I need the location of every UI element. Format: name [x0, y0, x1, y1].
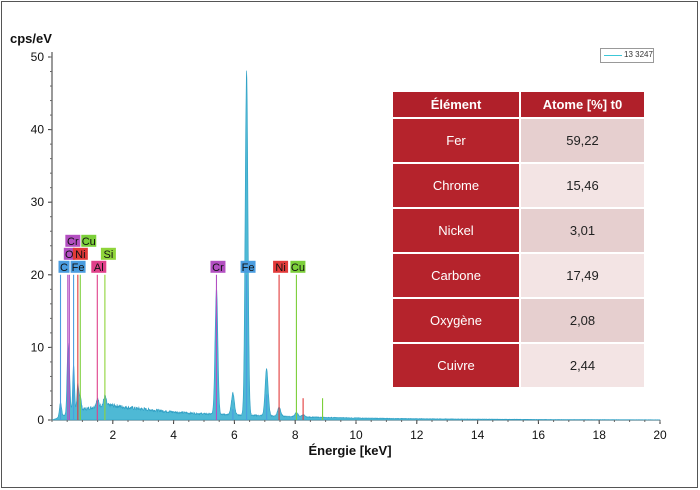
element-label-c: C: [58, 260, 70, 274]
row-value: 2,08: [521, 299, 644, 342]
x-tick-label: 14: [471, 428, 485, 442]
element-label-cu: Cu: [81, 234, 97, 248]
y-tick-label: 40: [31, 123, 45, 137]
row-value: 3,01: [521, 209, 644, 252]
row-element: Fer: [393, 119, 519, 162]
x-tick-label: 6: [231, 428, 238, 442]
element-label-si: Si: [100, 247, 116, 261]
row-element: Cuivre: [393, 344, 519, 387]
x-tick-label: 4: [170, 428, 177, 442]
legend-swatch: [604, 55, 622, 56]
y-tick-label: 50: [31, 50, 45, 64]
row-element: Carbone: [393, 254, 519, 297]
element-label-bg: [273, 260, 289, 273]
element-label-fe: Fe: [240, 260, 256, 274]
row-value: 2,44: [521, 344, 644, 387]
row-element: Nickel: [393, 209, 519, 252]
x-tick-label: 16: [532, 428, 546, 442]
element-label-bg: [65, 234, 81, 247]
element-label-text: Fe: [72, 262, 85, 274]
table-row: Oxygène 2,08: [393, 299, 644, 342]
element-label-text: Cr: [67, 236, 79, 248]
spectrum-area: [51, 70, 661, 421]
element-label-bg: [240, 260, 256, 273]
row-element: Chrome: [393, 164, 519, 207]
x-tick-label: 12: [410, 428, 424, 442]
legend-label: 13 3247: [624, 50, 653, 59]
element-label-bg: [72, 247, 88, 260]
element-label-text: Si: [104, 249, 114, 261]
element-label-bg: [290, 260, 306, 273]
table-row: Carbone 17,49: [393, 254, 644, 297]
element-label-bg: [210, 260, 226, 273]
element-label-al: Al: [91, 260, 107, 274]
row-value: 15,46: [521, 164, 644, 207]
element-label-text: Ni: [75, 249, 85, 261]
spectrum-series: [51, 70, 661, 421]
element-label-bg: [91, 260, 107, 273]
table-header-row: Élément Atome [%] t0: [393, 92, 644, 117]
y-tick-label: 20: [31, 268, 45, 282]
x-tick-label: 2: [109, 428, 116, 442]
element-label-text: O: [65, 249, 74, 261]
row-value: 59,22: [521, 119, 644, 162]
element-label-ni: Ni: [273, 260, 289, 274]
x-tick-label: 18: [593, 428, 607, 442]
x-axis-label: Énergie [keV]: [308, 443, 392, 458]
y-tick-label: 10: [31, 340, 45, 354]
axis-ticks: 0 10 20 30 40 50 2 4 6 8 10 12 14 16 18 20: [31, 50, 667, 442]
legend: 13 3247: [600, 48, 654, 63]
row-value: 17,49: [521, 254, 644, 297]
element-label-cr: Cr: [210, 260, 226, 274]
element-label-text: Al: [94, 262, 104, 274]
header-atom-percent: Atome [%] t0: [521, 92, 644, 117]
composition-table: Élément Atome [%] t0 Fer 59,22 Chrome 15…: [391, 90, 646, 389]
table-row: Chrome 15,46: [393, 164, 644, 207]
element-label-text: C: [60, 262, 68, 274]
element-label-fe: Fe: [70, 260, 86, 274]
element-label-text: Cu: [291, 262, 305, 274]
y-tick-label: 30: [31, 195, 45, 209]
element-label-bg: [63, 247, 75, 260]
header-element: Élément: [393, 92, 519, 117]
element-label-o: O: [63, 247, 75, 261]
x-tick-label: 10: [349, 428, 363, 442]
element-label-text: Cr: [212, 262, 224, 274]
element-label-text: Ni: [275, 262, 285, 274]
table-row: Nickel 3,01: [393, 209, 644, 252]
element-label-cr: Cr: [65, 234, 81, 248]
x-tick-label: 20: [653, 428, 667, 442]
y-tick-label: 0: [37, 413, 44, 427]
table-row: Cuivre 2,44: [393, 344, 644, 387]
element-label-bg: [81, 234, 97, 247]
x-tick-label: 8: [292, 428, 299, 442]
element-label-cu: Cu: [290, 260, 306, 274]
element-label-ni: Ni: [72, 247, 88, 261]
element-label-text: Fe: [242, 262, 255, 274]
element-label-bg: [70, 260, 86, 273]
element-label-text: Cu: [82, 236, 96, 248]
element-label-bg: [58, 260, 70, 273]
element-label-bg: [100, 247, 116, 260]
table-row: Fer 59,22: [393, 119, 644, 162]
row-element: Oxygène: [393, 299, 519, 342]
y-axis-label: cps/eV: [10, 31, 52, 46]
